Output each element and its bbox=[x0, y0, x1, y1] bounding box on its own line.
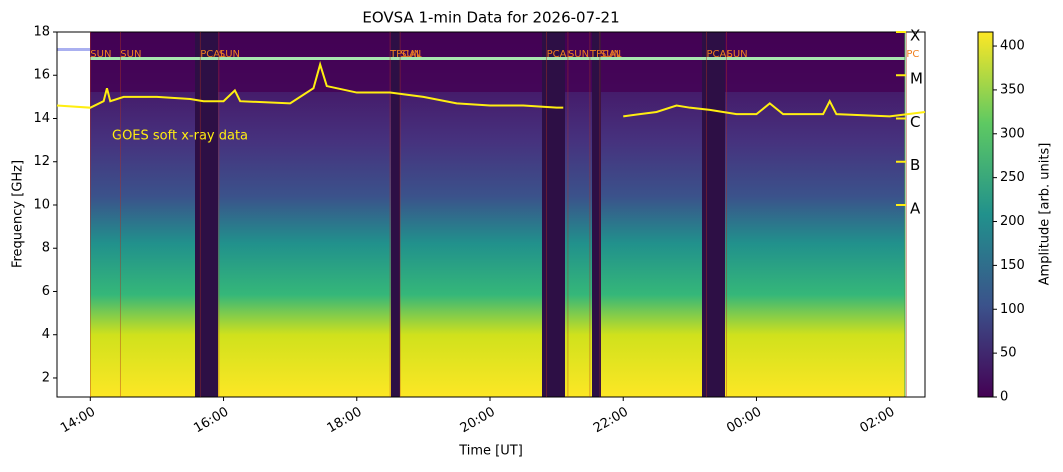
scan-label: SUN bbox=[400, 49, 421, 60]
colorbar-tick-label: 300 bbox=[1000, 126, 1025, 141]
y-tick-label: 4 bbox=[42, 327, 50, 342]
goes-class-label: X bbox=[910, 27, 920, 45]
annotation: GOES soft x-ray data bbox=[112, 129, 248, 144]
x-tick-label: 18:00 bbox=[325, 405, 365, 437]
goes-class-label: M bbox=[910, 70, 923, 88]
y-tick-label: 8 bbox=[42, 241, 50, 256]
x-tick-label: 02:00 bbox=[857, 405, 897, 437]
scan-label: SUN bbox=[600, 49, 621, 60]
y-tick-label: 12 bbox=[33, 154, 50, 169]
goes-line bbox=[56, 60, 926, 118]
x-tick-label: 22:00 bbox=[591, 405, 631, 437]
scan-label: PC bbox=[906, 49, 919, 60]
chart-title: EOVSA 1-min Data for 2026-07-21 bbox=[362, 9, 619, 27]
scan-label: SUN bbox=[120, 49, 141, 60]
scan-label: SUN bbox=[568, 49, 589, 60]
colorbar-tick-label: 0 bbox=[1000, 390, 1008, 405]
colorbar-tick-label: 50 bbox=[1000, 346, 1017, 361]
y-tick-label: 10 bbox=[33, 197, 50, 212]
x-tick-label: 20:00 bbox=[458, 405, 498, 437]
scan-label: SUN bbox=[219, 49, 240, 60]
plot-frame bbox=[56, 31, 926, 398]
scan-label: TPCAL bbox=[389, 49, 422, 60]
scan-label: SUN bbox=[726, 49, 747, 60]
x-tick-label: 00:00 bbox=[724, 405, 764, 437]
y-tick-label: 18 bbox=[33, 25, 50, 40]
colorbar-label: Amplitude [arb. units] bbox=[1038, 143, 1053, 286]
scan-label: PCAL bbox=[707, 49, 733, 60]
scan-label: PCAL bbox=[200, 49, 226, 60]
colorbar-tick-label: 150 bbox=[1000, 258, 1025, 273]
x-tick-label: 14:00 bbox=[58, 405, 98, 437]
spectrogram bbox=[57, 32, 906, 397]
y-tick-label: 14 bbox=[33, 111, 50, 126]
y-tick-label: 16 bbox=[33, 68, 50, 83]
y-tick-label: 2 bbox=[42, 370, 50, 385]
goes-class-label: A bbox=[910, 199, 921, 217]
colorbar-tick-label: 100 bbox=[1000, 302, 1025, 317]
colorbar-tick-label: 350 bbox=[1000, 82, 1025, 97]
colorbar-tick-label: 200 bbox=[1000, 214, 1025, 229]
goes-class-label: B bbox=[910, 156, 920, 174]
scan-label: SUN bbox=[90, 49, 111, 60]
y-tick-label: 6 bbox=[42, 284, 50, 299]
scan-label: TPCAL bbox=[589, 49, 622, 60]
x-tick-label: 16:00 bbox=[191, 405, 231, 437]
goes-class-label: C bbox=[910, 113, 920, 131]
colorbar-tick-label: 400 bbox=[1000, 39, 1025, 54]
scan-label: PCAL bbox=[547, 49, 573, 60]
x-axis-label: Time [UT] bbox=[458, 444, 523, 459]
colorbar bbox=[977, 31, 994, 398]
y-axis-label: Frequency [GHz] bbox=[11, 160, 26, 268]
colorbar-tick-label: 250 bbox=[1000, 170, 1025, 185]
